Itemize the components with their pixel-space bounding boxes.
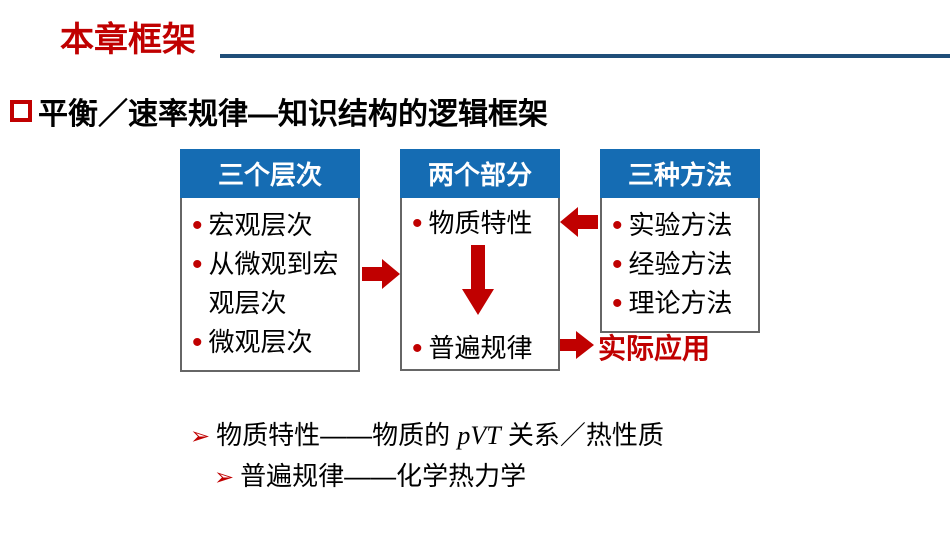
card-three-levels: 三个层次 •宏观层次 •从微观到宏观层次 •微观层次 bbox=[180, 149, 360, 372]
square-bullet-icon bbox=[10, 100, 32, 122]
footer-line: 物质特性——物质的 pVT 关系／热性质 bbox=[216, 415, 664, 452]
footer-line: 普遍规律——化学热力学 bbox=[240, 456, 526, 493]
bullet-icon: • bbox=[192, 206, 203, 245]
card-header: 三种方法 bbox=[600, 149, 760, 198]
title-underline bbox=[220, 54, 950, 58]
arrow-right-icon bbox=[362, 259, 400, 289]
list-item: 实验方法 bbox=[629, 206, 733, 245]
page-title: 本章框架 bbox=[60, 21, 196, 59]
list-item: 微观层次 bbox=[209, 323, 313, 362]
bullet-icon: • bbox=[192, 245, 203, 284]
list-item: 物质特性 bbox=[429, 204, 533, 243]
list-item: 理论方法 bbox=[629, 284, 733, 323]
list-item: 普遍规律 bbox=[429, 329, 533, 368]
chevron-icon: ➢ bbox=[190, 422, 210, 451]
chevron-icon: ➢ bbox=[214, 463, 234, 492]
list-item: 宏观层次 bbox=[209, 206, 313, 245]
bullet-icon: • bbox=[612, 245, 623, 284]
card-header: 三个层次 bbox=[180, 149, 360, 198]
arrow-right-icon bbox=[560, 331, 594, 359]
bullet-icon: • bbox=[412, 204, 423, 243]
bullet-icon: • bbox=[612, 284, 623, 323]
apply-label: 实际应用 bbox=[598, 327, 710, 367]
footer-notes: ➢ 物质特性——物质的 pVT 关系／热性质 ➢ 普遍规律——化学热力学 bbox=[190, 415, 950, 493]
subtitle: 平衡／速率规律—知识结构的逻辑框架 bbox=[38, 89, 548, 133]
arrow-left-icon bbox=[560, 207, 598, 237]
card-three-methods: 三种方法 •实验方法 •经验方法 •理论方法 bbox=[600, 149, 760, 333]
arrow-down-icon bbox=[462, 245, 494, 315]
bullet-icon: • bbox=[412, 329, 423, 368]
list-item: 从微观到宏观层次 bbox=[209, 245, 350, 323]
card-header: 两个部分 bbox=[400, 149, 560, 198]
bullet-icon: • bbox=[192, 323, 203, 362]
bullet-icon: • bbox=[612, 206, 623, 245]
framework-diagram: 三个层次 •宏观层次 •从微观到宏观层次 •微观层次 两个部分 •物质特性 •普… bbox=[0, 149, 950, 409]
list-item: 经验方法 bbox=[629, 245, 733, 284]
